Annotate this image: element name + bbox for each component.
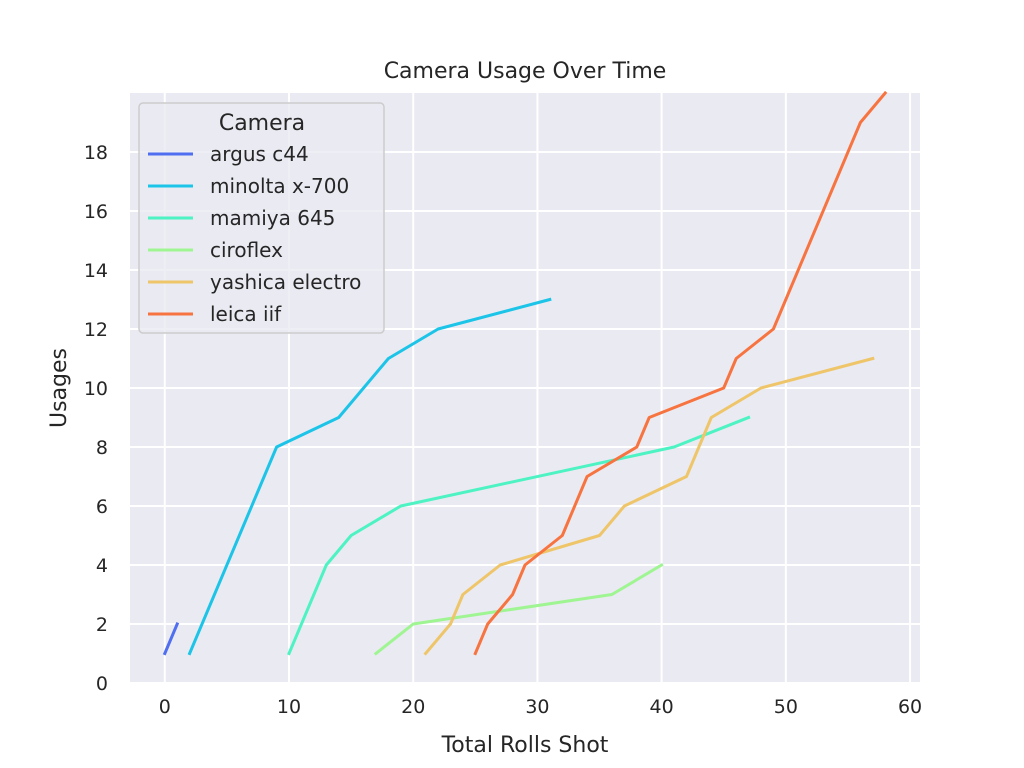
series-line-2 xyxy=(187,297,552,656)
x-tick-label: 20 xyxy=(401,696,425,718)
y-axis-label: Usages xyxy=(47,348,72,428)
legend-title: Camera xyxy=(219,111,305,136)
y-tick-label: 6 xyxy=(96,496,108,518)
y-tick-label: 10 xyxy=(84,378,108,400)
chart-title: Camera Usage Over Time xyxy=(384,59,667,84)
x-tick-label: 30 xyxy=(525,696,549,718)
legend-item-label: mamiya 645 xyxy=(210,206,335,230)
legend-item-label: leica iif xyxy=(210,302,282,326)
legend-item-label: yashica electro xyxy=(210,270,361,294)
series-line-6 xyxy=(473,90,888,656)
legend-box xyxy=(138,102,385,334)
x-tick-label: 50 xyxy=(774,696,798,718)
x-tick-label: 0 xyxy=(159,696,171,718)
y-tick-label: 2 xyxy=(96,614,108,636)
y-tick-label: 8 xyxy=(96,437,108,459)
y-tick-label: 14 xyxy=(84,260,108,282)
grid xyxy=(130,93,920,684)
x-tick-label: 10 xyxy=(277,696,301,718)
series-lines xyxy=(162,90,888,656)
y-tick-label: 16 xyxy=(84,201,108,223)
series-line-5 xyxy=(423,356,875,656)
series-line-4 xyxy=(373,562,664,656)
legend-item-label: minolta x-700 xyxy=(210,174,349,198)
y-tick-label: 18 xyxy=(84,142,108,164)
y-tick-label: 4 xyxy=(96,555,108,577)
legend-item-label: ciroflex xyxy=(210,238,283,262)
tick-labels: 0 10 20 30 40 50 60 0 2 4 6 8 10 12 14 16 18 xyxy=(84,142,922,718)
x-axis-label: Total Rolls Shot xyxy=(441,733,609,758)
legend-item-label: argus c44 xyxy=(210,142,309,166)
legend: Camera argus c44 minolta x-700 mamiya 645 c… xyxy=(138,102,385,334)
x-tick-label: 40 xyxy=(650,696,674,718)
y-tick-label: 0 xyxy=(96,673,108,695)
series-line-1 xyxy=(162,622,180,656)
y-tick-label: 12 xyxy=(84,319,108,341)
x-tick-label: 60 xyxy=(898,696,922,718)
series-line-3 xyxy=(287,415,751,656)
